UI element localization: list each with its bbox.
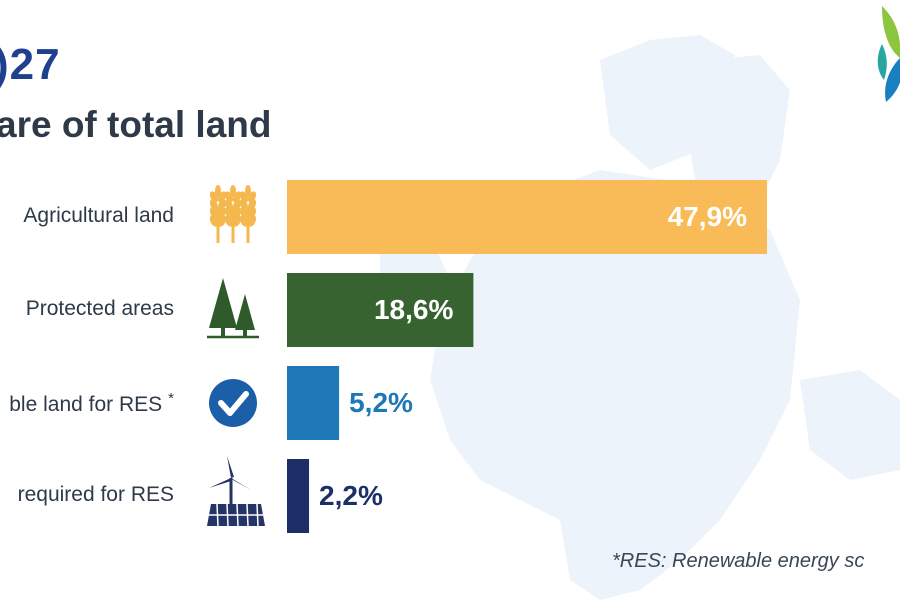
category-label-2: Protected areas: [25, 297, 174, 320]
footnote-marker: *: [168, 390, 174, 407]
page-title-year: )27: [0, 40, 61, 89]
brand-logo: [877, 6, 900, 102]
wind-turbine-solar-panel-icon: [207, 456, 265, 527]
footnote: *RES: Renewable energy sc: [612, 550, 865, 572]
category-label-3: ble land for RES *: [9, 390, 174, 416]
bar-value-label-1: 47,9%: [668, 201, 747, 232]
page-subtitle: are of total land: [0, 104, 272, 145]
land-share-bar-chart: 47,9% 18,6% 5,2% 2,2%: [207, 180, 767, 533]
bar-value-label-3: 5,2%: [349, 387, 413, 418]
category-label-1: Agricultural land: [23, 204, 174, 227]
bar-2: [287, 273, 474, 347]
bar-value-label-2: 18,6%: [374, 294, 453, 325]
bar-value-label-4: 2,2%: [319, 480, 383, 511]
checkmark-circle-icon: [209, 379, 257, 427]
bar-3: [287, 366, 340, 440]
pine-trees-icon: [207, 278, 259, 339]
wheat-icon: [209, 185, 257, 243]
bar-1: [287, 180, 767, 254]
bar-4: [287, 459, 310, 533]
category-label-4: required for RES: [17, 483, 174, 506]
